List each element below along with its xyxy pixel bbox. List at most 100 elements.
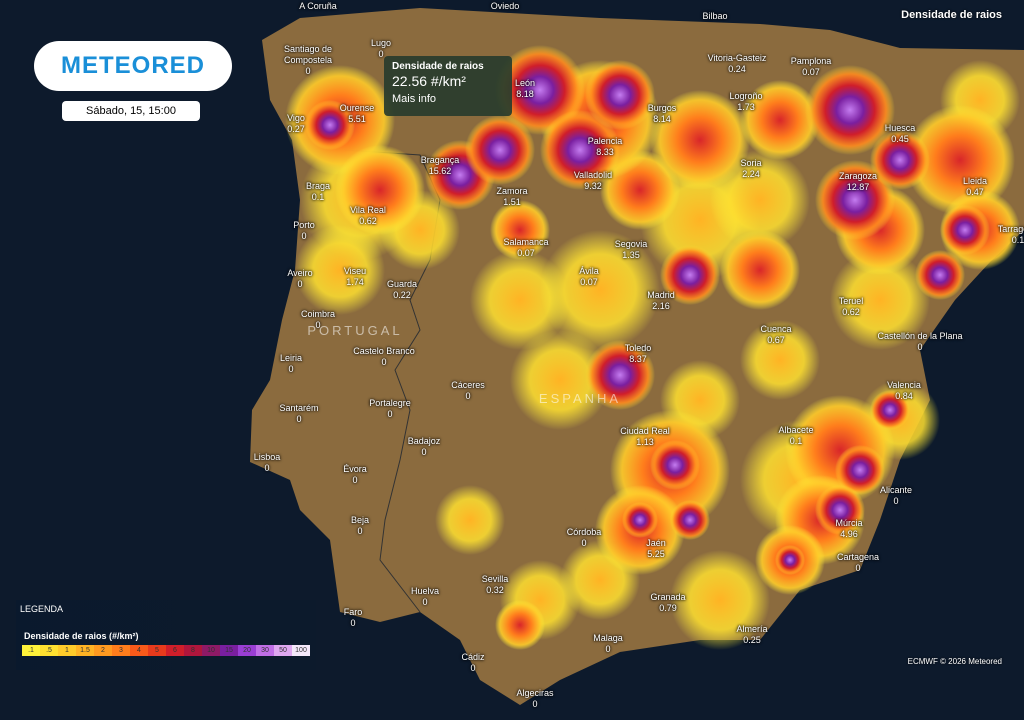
city-value: 0 [855, 563, 861, 573]
city-name: Zaragoza [838, 171, 878, 181]
city-name: Logroño [729, 91, 763, 101]
city-name: Malaga [593, 633, 623, 643]
city-label: León 8.18 [515, 78, 535, 100]
city-name: Lisboa [253, 452, 281, 462]
density-blob [295, 225, 385, 315]
tooltip-value: 22.56 #/km² [392, 73, 466, 89]
city-name: Salamanca [503, 237, 549, 247]
more-info-link[interactable]: Mais info [392, 93, 437, 105]
city-name: Segovia [614, 239, 648, 249]
city-value: 15.62 [428, 166, 452, 176]
city-name: Santarém [279, 403, 319, 413]
tooltip-title: Densidade de raios [392, 61, 484, 72]
city-value: 0 [605, 644, 611, 654]
city-name: Algeciras [516, 688, 554, 698]
density-blob [740, 320, 820, 400]
city-name: Zamora [496, 186, 528, 196]
city-value: 0.25 [743, 635, 761, 645]
city-value: 0.32 [486, 585, 504, 595]
legend-swatch: 1 [58, 645, 76, 656]
density-blob [585, 60, 655, 130]
legend-subtitle: Densidade de raios (#/km²) [24, 631, 139, 641]
density-blob [435, 485, 505, 555]
city-name: Madrid [647, 290, 675, 300]
city-name: Huelva [410, 586, 440, 596]
density-blob [495, 45, 585, 135]
city-label: Huelva 0 [411, 586, 439, 608]
city-value: 1.73 [737, 102, 755, 112]
layer-button[interactable]: Densidade de raios [901, 9, 1002, 21]
legend-title: LEGENDA [20, 604, 64, 614]
city-label: Múrcia 4.96 [835, 518, 862, 540]
city-name: Santiago de Compostela [283, 44, 333, 65]
city-label: Cuenca 0.67 [760, 324, 791, 346]
density-blob [540, 230, 660, 350]
city-value: 0.1 [789, 436, 803, 446]
city-name: Alicante [879, 485, 913, 495]
legend-swatch: 3 [112, 645, 130, 656]
density-blob [540, 110, 620, 190]
city-value: 0 [381, 357, 387, 367]
city-value: 0 [470, 663, 476, 673]
city-name: Tarragona [997, 224, 1024, 234]
logo[interactable]: METEORED [34, 41, 232, 91]
city-label: Zamora 1.51 [496, 186, 527, 208]
city-label: Tarragona0.1 [998, 224, 1024, 246]
city-name: Évora [343, 464, 367, 474]
city-label: Évora 0 [343, 464, 367, 486]
city-value: 0.22 [393, 290, 411, 300]
city-name: Aveiro [287, 268, 313, 278]
city-label: Jaén 5.25 [646, 538, 666, 560]
city-value: 0.24 [728, 64, 746, 74]
density-blob [815, 485, 865, 535]
city-label: Burgos 8.14 [648, 103, 677, 125]
city-name: Toledo [624, 343, 652, 353]
legend-swatch: 8 [184, 645, 202, 656]
city-label: Pamplona 0.07 [791, 56, 832, 78]
city-label: Viseu 1.74 [344, 266, 366, 288]
city-label: Bragança 15.62 [421, 155, 460, 177]
city-label: Coimbra 0 [301, 309, 335, 331]
legend-swatch: 6 [166, 645, 184, 656]
city-label: Lugo 0 [371, 38, 391, 60]
tooltip: Densidade de raios 22.56 #/km² Mais info [384, 56, 512, 116]
density-blob [650, 440, 700, 490]
city-name: Bragança [420, 155, 460, 165]
city-name: Portalegre [369, 398, 411, 408]
city-name: Castelo Branco [353, 346, 415, 356]
city-value: 0 [297, 279, 303, 289]
city-label: Castelo Branco 0 [353, 346, 415, 368]
city-name: Sevilla [481, 574, 509, 584]
city-value: 8.37 [629, 354, 647, 364]
date-time: Sábado, 15, 15:00 [62, 101, 200, 121]
city-label: Ciudad Real 1.13 [620, 426, 670, 448]
city-name: Granada [650, 592, 686, 602]
density-blob [915, 250, 965, 300]
legend-swatch: 15 [220, 645, 238, 656]
density-blob [870, 390, 910, 430]
city-label: Ávila 0.07 [579, 266, 599, 288]
legend-swatch: 1.5 [76, 645, 94, 656]
city-label: Braga 0.1 [306, 181, 330, 203]
city-label: Vila Real 0.62 [350, 205, 386, 227]
legend-swatch: .5 [40, 645, 58, 656]
city-label: Alicante 0 [880, 485, 912, 507]
city-value: 0.84 [895, 391, 913, 401]
city-name: Ourense [339, 103, 375, 113]
legend-swatch: 30 [256, 645, 274, 656]
density-blob [830, 250, 930, 350]
city-value: 0 [421, 447, 427, 457]
city-label: Portalegre 0 [369, 398, 411, 420]
density-blob [905, 105, 1015, 215]
city-name: Cartagena [836, 552, 880, 562]
city-value: 0 [917, 342, 923, 352]
city-label: Castellón de la Plana 0 [877, 331, 962, 353]
city-value: 0 [422, 597, 428, 607]
city-label: Ourense 5.51 [340, 103, 375, 125]
city-value: 0 [893, 496, 899, 506]
city-name: Coimbra [300, 309, 336, 319]
density-blob [622, 502, 658, 538]
density-blob [870, 130, 930, 190]
city-label: Teruel 0.62 [839, 296, 864, 318]
city-value: 0.1 [1011, 235, 1024, 245]
